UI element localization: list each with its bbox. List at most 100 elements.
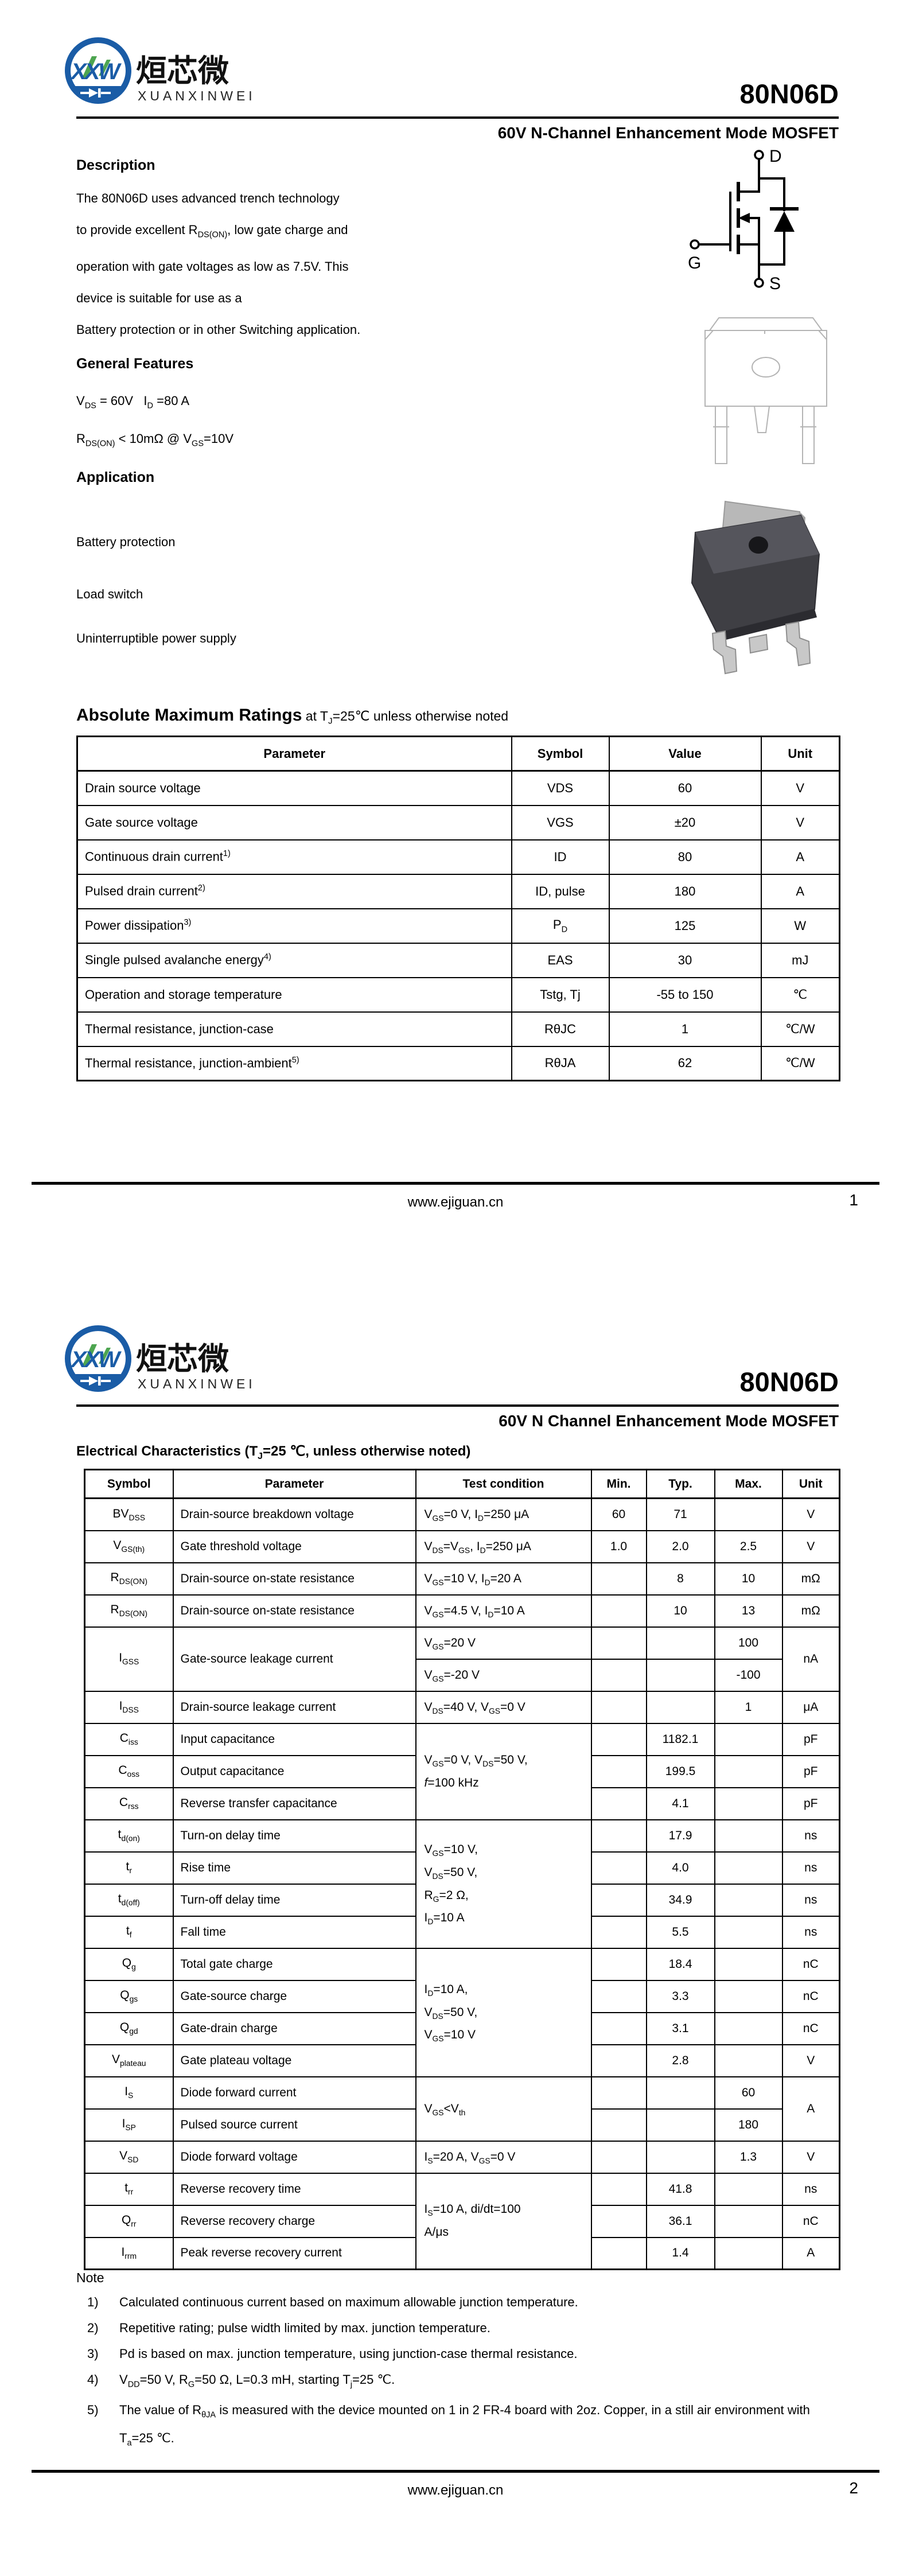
cell-typ: 8	[645, 1562, 715, 1596]
footer-rule	[32, 2470, 879, 2473]
col-min: Min.	[590, 1469, 647, 1499]
cell-symbol: Qgs	[84, 1979, 174, 2013]
col-symbol: Symbol	[84, 1469, 174, 1499]
cell-unit: V	[760, 804, 840, 840]
col-unit: Unit	[781, 1469, 840, 1499]
cell-parameter: Continuous drain current1)	[76, 839, 512, 875]
note-number: 3)	[87, 2347, 99, 2361]
cell-max	[714, 2044, 783, 2077]
cell-max	[714, 1915, 783, 1949]
cell-unit: W	[760, 908, 840, 944]
cell-min	[590, 2108, 647, 2142]
table-row: Qgd Gate-drain charge 3.1 nC	[84, 2011, 840, 2045]
cell-parameter: Reverse recovery time	[172, 2172, 416, 2206]
cell-typ: 34.9	[645, 1883, 715, 1917]
cell-symbol: EAS	[511, 942, 610, 978]
brand-name-cn: 烜芯微	[136, 54, 229, 88]
cell-typ	[645, 1658, 715, 1692]
cell-symbol: Vplateau	[84, 2044, 174, 2077]
cell-condition: VGS=10 V, VDS=50 V, RG=2 Ω, ID=10 A	[415, 1819, 592, 1949]
table-row: tr Rise time 4.0 ns	[84, 1851, 840, 1885]
cell-max	[714, 1754, 783, 1788]
package-outline-drawing	[704, 317, 827, 464]
cell-symbol: RθJC	[511, 1011, 610, 1047]
cell-value: 80	[608, 839, 762, 875]
table-row: ISP Pulsed source current 180	[84, 2108, 840, 2142]
cell-max: 2.5	[714, 1530, 783, 1563]
page-title: 60V N Channel Enhancement Mode MOSFET	[499, 1412, 839, 1430]
table-row: Drain source voltage VDS 60 V	[76, 770, 840, 806]
cell-parameter: Reverse recovery charge	[172, 2204, 416, 2238]
cell-min	[590, 2076, 647, 2110]
abs-max-heading: Absolute Maximum Ratings at TJ=25℃ unles…	[76, 706, 508, 726]
table-row: trr Reverse recovery time IS=10 A, di/dt=1…	[84, 2172, 840, 2270]
cell-typ: 199.5	[645, 1754, 715, 1788]
cell-max	[714, 2236, 783, 2270]
cell-parameter: Operation and storage temperature	[76, 976, 512, 1013]
logo-abbr: XXW	[70, 59, 122, 84]
cell-max: -100	[714, 1658, 783, 1692]
cell-parameter: Gate-drain charge	[172, 2011, 416, 2045]
table-row: Gate source voltage VGS ±20 V	[76, 804, 840, 840]
cell-max	[714, 1947, 783, 1981]
cell-min	[590, 2011, 647, 2045]
cell-symbol: IS	[84, 2076, 174, 2110]
cell-unit: ℃/W	[760, 1011, 840, 1047]
cell-min	[590, 1819, 647, 1853]
logo-green-accent	[99, 60, 111, 76]
cell-parameter: Reverse transfer capacitance	[172, 1787, 416, 1820]
feature-line: RDS(ON) < 10mΩ @ VGS=10V	[76, 431, 234, 449]
cell-max	[714, 1722, 783, 1756]
application-item: Battery protection	[76, 535, 176, 549]
cell-condition: VGS<Vth	[415, 2076, 592, 2142]
header-rule	[76, 116, 839, 119]
cell-symbol: PD	[511, 908, 610, 944]
footer-url: www.ejiguan.cn	[407, 2482, 504, 2498]
note-text: The value of RθJA is measured with the d…	[119, 2403, 810, 2448]
brand-name-en: XUANXINWEI	[138, 1376, 256, 1391]
cell-min	[590, 1594, 647, 1628]
cell-parameter: Thermal resistance, junction-ambient5)	[76, 1045, 512, 1081]
cell-typ: 10	[645, 1594, 715, 1628]
cell-max: 60	[714, 2076, 783, 2110]
brand-name-en: XUANXINWEI	[138, 88, 256, 103]
cell-symbol: tf	[84, 1915, 174, 1949]
cell-unit: ns	[781, 1915, 840, 1949]
mosfet-body-arrow	[738, 213, 750, 223]
page-number: 1	[849, 1191, 858, 1209]
note-item: 3) Pd is based on max. junction temperatu…	[87, 2342, 840, 2365]
logo-green-accent	[82, 56, 97, 78]
cell-parameter: Gate source voltage	[76, 804, 512, 840]
table-row: VGS=-20 V -100	[85, 1658, 840, 1692]
cell-unit: mΩ	[781, 1562, 840, 1596]
cell-unit: pF	[781, 1787, 840, 1820]
cell-unit: A	[781, 2236, 840, 2270]
cell-unit: mΩ	[781, 1594, 840, 1628]
cell-max: 10	[714, 1562, 783, 1596]
cell-typ: 5.5	[645, 1915, 715, 1949]
page-2: XXW 烜芯微 XUANXINWEI 80N06D 60V N Channel …	[0, 1288, 911, 2576]
cell-typ	[645, 1626, 715, 1660]
cell-parameter: Drain-source leakage current	[172, 1690, 416, 1724]
cell-min	[590, 1787, 647, 1820]
package-photo	[691, 500, 820, 675]
description-heading: Description	[76, 157, 155, 173]
notes-list: 1) Calculated continuous current based on…	[87, 2291, 840, 2457]
cell-symbol: Crss	[84, 1787, 174, 1820]
cell-symbol: VDS	[511, 770, 610, 806]
col-value: Value	[608, 736, 762, 772]
cell-symbol: tr	[84, 1851, 174, 1885]
cell-typ: 2.0	[645, 1530, 715, 1563]
page-number: 2	[849, 2479, 858, 2497]
col-test-condition: Test condition	[415, 1469, 592, 1499]
logo-diode-icon	[80, 88, 111, 98]
cell-max: 180	[714, 2108, 783, 2142]
cell-min	[590, 1883, 647, 1917]
cell-max	[714, 2172, 783, 2206]
cell-symbol: trr	[84, 2172, 174, 2206]
cell-typ: 3.1	[645, 2011, 715, 2045]
cell-symbol: VGS(th)	[84, 1530, 174, 1563]
cell-unit: ℃	[760, 976, 840, 1013]
cell-value: 62	[608, 1045, 762, 1081]
cell-unit: ns	[781, 1819, 840, 1853]
